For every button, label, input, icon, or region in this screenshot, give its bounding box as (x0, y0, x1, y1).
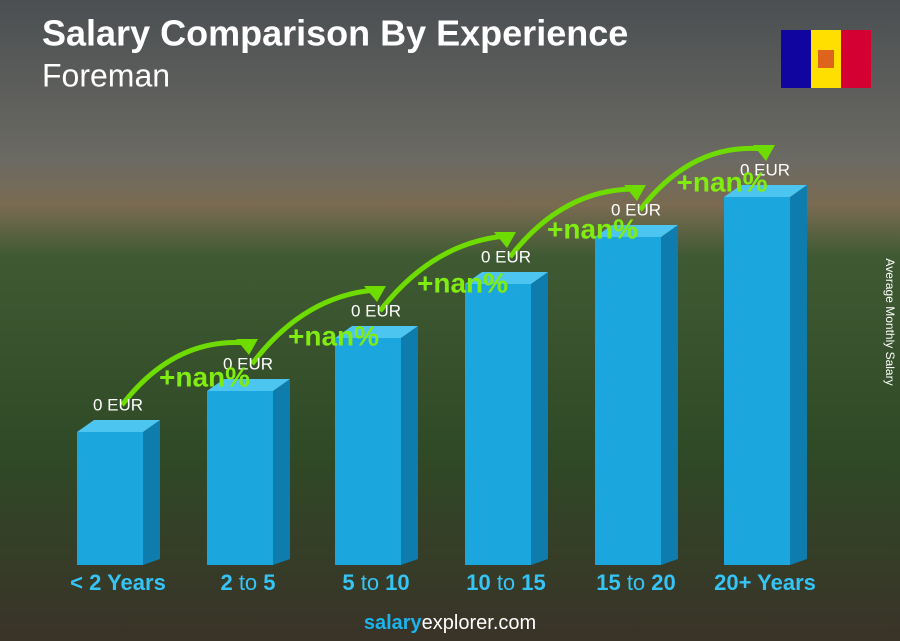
category-label: 2 to 5 (220, 570, 275, 595)
category-part: to (233, 570, 264, 595)
category-part: 15 (596, 570, 620, 595)
change-label: +nan% (676, 166, 767, 197)
category-part: 20 (651, 570, 675, 595)
change-arrow (508, 186, 636, 259)
bar-side (143, 420, 160, 565)
category-part: 15 (521, 570, 545, 595)
category-label: 15 to 20 (596, 570, 676, 595)
value-label: 0 EUR (93, 395, 143, 414)
category-part: to (491, 570, 522, 595)
arrow-head (236, 339, 258, 355)
flag (781, 30, 871, 88)
category-part: to (355, 570, 386, 595)
bar-top (465, 272, 548, 284)
arrow-head (753, 145, 775, 161)
bar-top (335, 326, 418, 338)
bar-front (465, 284, 531, 565)
value-label: 0 EUR (611, 200, 661, 219)
category-part: 2 (220, 570, 232, 595)
category-part: 20+ Years (714, 570, 816, 595)
value-label: 0 EUR (481, 247, 531, 266)
value-label: 0 EUR (351, 301, 401, 320)
bar-top (724, 185, 807, 197)
category-part: 10 (385, 570, 409, 595)
subtitle: Foreman (42, 57, 170, 93)
bar-front (724, 197, 790, 565)
bar-top (595, 225, 678, 237)
footer-brand: salary (364, 612, 423, 634)
title: Salary Comparison By Experience (42, 13, 628, 54)
bar-front (207, 391, 273, 565)
footer: salaryexplorer.com (364, 612, 536, 634)
bar-side (273, 379, 290, 565)
category-part: to (621, 570, 652, 595)
category-label: 20+ Years (714, 570, 816, 595)
category-part: < 2 Years (70, 570, 166, 595)
bar-side (790, 185, 807, 565)
bar-front (77, 432, 143, 565)
arrow-head (364, 286, 386, 302)
change-arrow (250, 287, 376, 366)
category-label: 5 to 10 (342, 570, 409, 595)
change-arrow (120, 340, 248, 407)
bar-side (661, 225, 678, 565)
bar-front (595, 237, 661, 565)
bar-top (207, 379, 290, 391)
bar-side (531, 272, 548, 565)
value-label: 0 EUR (223, 354, 273, 373)
arrow-head (494, 232, 516, 248)
change-arrow (638, 145, 765, 212)
change-label: +nan% (288, 320, 379, 351)
category-part: 5 (263, 570, 275, 595)
value-label: 0 EUR (740, 160, 790, 179)
category-part: 5 (342, 570, 354, 595)
footer-domain: explorer.com (422, 612, 537, 634)
change-label: +nan% (417, 267, 508, 298)
arrow-head (624, 185, 646, 201)
bar-side (401, 326, 418, 565)
bars (77, 145, 807, 565)
bar-top (77, 420, 160, 432)
category-label: 10 to 15 (466, 570, 546, 595)
category-label: < 2 Years (70, 570, 166, 595)
change-label: +nan% (547, 213, 638, 244)
bar-front (335, 338, 401, 565)
change-arrow (378, 233, 506, 313)
axis-label: Average Monthly Salary (883, 258, 897, 385)
change-label: +nan% (159, 361, 250, 392)
category-part: 10 (466, 570, 490, 595)
